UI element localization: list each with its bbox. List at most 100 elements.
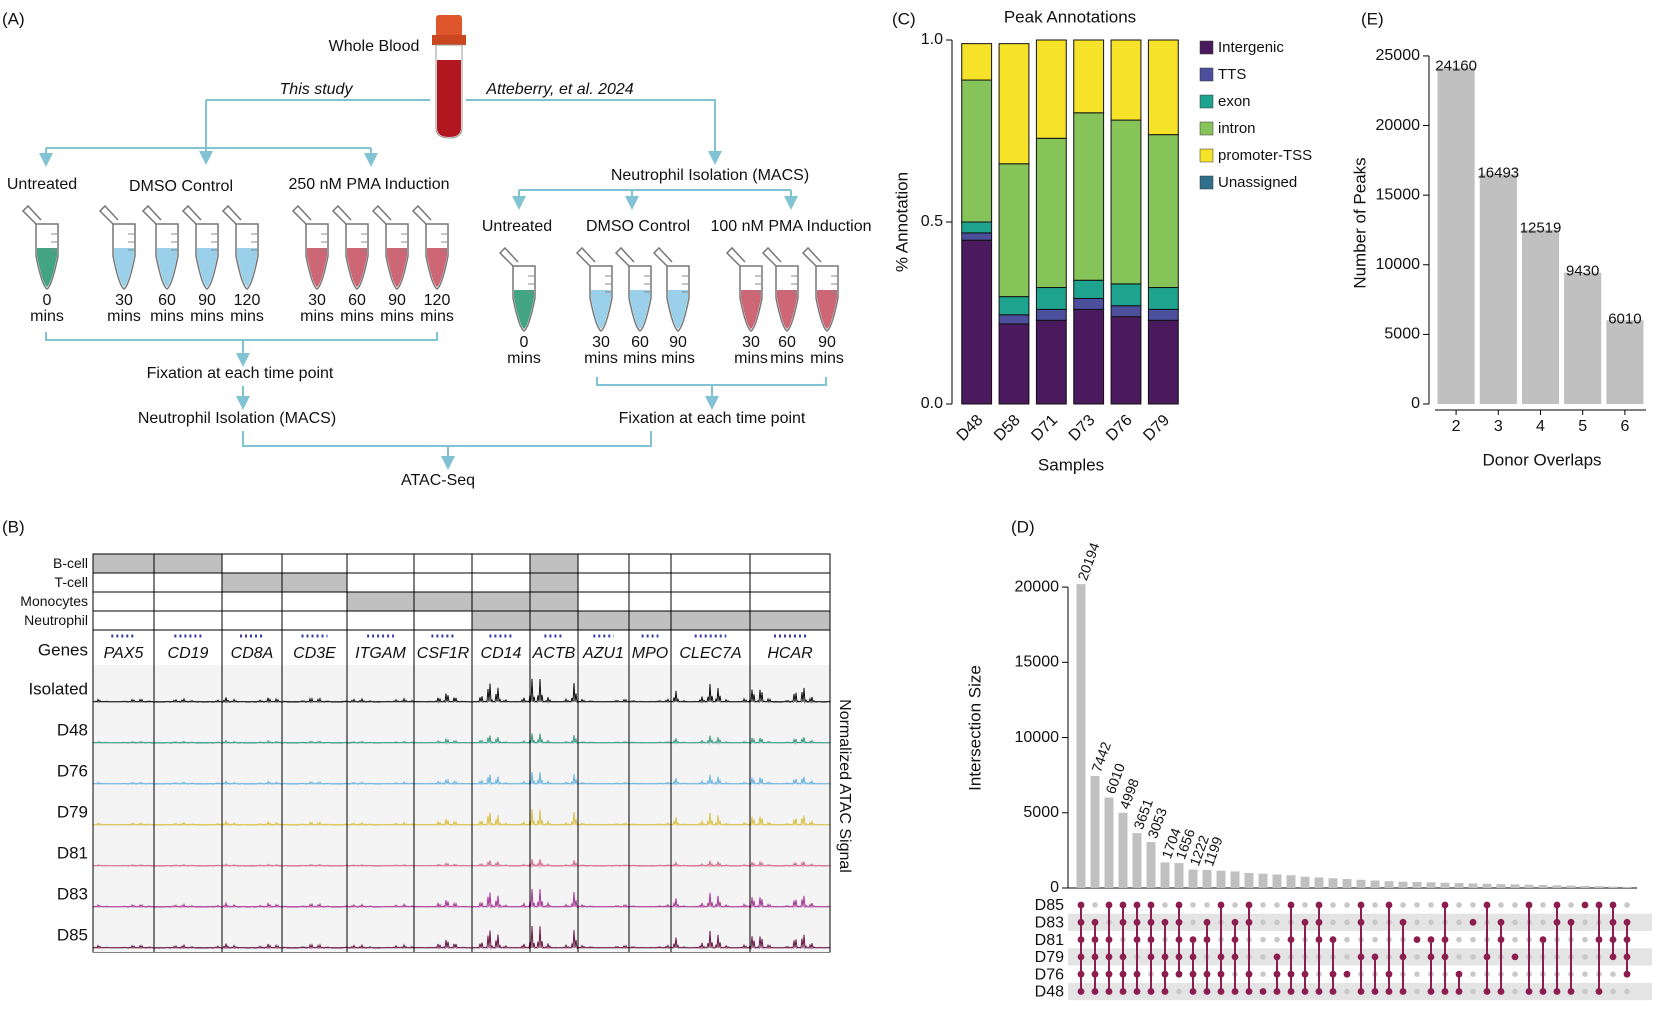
tube-lid — [652, 246, 673, 267]
x-tick-label: 5 — [1578, 418, 1587, 435]
empty-dot — [1092, 902, 1098, 908]
cell-marker — [153, 553, 223, 574]
panel-label: (E) — [1361, 9, 1384, 28]
bar-segment — [1035, 39, 1067, 139]
member-dot — [1357, 901, 1365, 909]
empty-dot — [1414, 971, 1420, 977]
empty-dot — [1274, 919, 1280, 926]
tube-lid — [575, 246, 596, 267]
legend-label: Intergenic — [1218, 39, 1284, 56]
bar-segment — [1073, 297, 1105, 310]
step-label: Neutrophil Isolation (MACS) — [611, 167, 809, 184]
bar — [1454, 883, 1464, 888]
empty-dot — [1470, 902, 1476, 908]
member-dot — [1315, 988, 1323, 995]
member-dot — [1077, 970, 1085, 978]
empty-dot — [1456, 936, 1462, 943]
tube-liquid — [630, 290, 650, 329]
bar-segment — [1073, 39, 1105, 114]
time-unit: mins — [734, 350, 768, 367]
cell-marker — [346, 572, 415, 593]
tube — [221, 204, 259, 290]
member-dot — [1441, 936, 1449, 943]
legend-swatch — [1199, 121, 1214, 136]
empty-dot — [1400, 902, 1406, 908]
member-dot — [1175, 953, 1183, 961]
member-dot — [1483, 901, 1491, 909]
y-tick-label: 0.0 — [921, 395, 943, 412]
gene-label: CD14 — [481, 645, 522, 662]
tube-lid — [725, 246, 746, 267]
member-dot — [1231, 936, 1239, 943]
member-dot — [1315, 918, 1323, 926]
bar — [1342, 878, 1352, 888]
legend-swatch — [1199, 175, 1214, 190]
time-unit: mins — [661, 350, 695, 367]
panel-label: (C) — [892, 9, 916, 28]
member-dot — [1147, 901, 1155, 909]
bar-segment — [1073, 308, 1105, 405]
member-dot — [1595, 936, 1603, 943]
member-dot — [1077, 988, 1085, 995]
empty-dot — [1470, 971, 1476, 977]
bar — [1370, 880, 1380, 888]
step-label: Fixation at each time point — [619, 410, 806, 427]
bar — [1564, 272, 1602, 404]
member-dot — [1623, 953, 1631, 961]
gene-label: PAX5 — [104, 645, 144, 662]
tube — [141, 204, 179, 290]
member-dot — [1147, 953, 1155, 961]
gene-label: ACTB — [532, 645, 576, 662]
tube — [371, 204, 409, 290]
bar — [1440, 882, 1450, 888]
cell-type-label: Neutrophil — [24, 612, 88, 628]
tube-liquid — [668, 290, 688, 329]
time-label: 90 — [388, 292, 406, 309]
bar — [1426, 882, 1436, 888]
time-label: 90 — [818, 334, 836, 351]
member-dot — [1525, 901, 1533, 909]
cell-marker — [221, 591, 283, 612]
member-dot — [1539, 936, 1547, 943]
bar-segment — [1035, 137, 1067, 289]
member-dot — [1497, 936, 1505, 943]
value-label: 6010 — [1608, 310, 1641, 327]
y-tick-label: 1.0 — [921, 31, 943, 48]
tube-lid — [141, 204, 162, 225]
time-unit: mins — [340, 308, 374, 325]
bar — [1286, 875, 1296, 888]
member-dot — [1161, 970, 1169, 978]
empty-dot — [1498, 902, 1504, 908]
tube-lid — [331, 204, 352, 225]
tube-lid — [221, 204, 242, 225]
bar-segment — [1035, 308, 1067, 321]
member-dot — [1189, 970, 1197, 978]
member-dot — [1371, 953, 1379, 961]
time-unit: mins — [150, 308, 184, 325]
empty-dot — [1456, 902, 1462, 908]
tube-liquid — [197, 248, 217, 287]
step-label: Fixation at each time point — [147, 365, 334, 382]
bar — [1524, 884, 1534, 888]
tube — [614, 246, 652, 332]
legend-label: exon — [1218, 93, 1251, 110]
tube-lid — [498, 246, 519, 267]
cell-type-label: B-cell — [53, 555, 88, 571]
bar — [1300, 876, 1310, 888]
tube-lid — [801, 246, 822, 267]
time-label: 0 — [520, 334, 529, 351]
member-dot — [1119, 953, 1127, 961]
panel-label: (A) — [2, 9, 25, 28]
cell-marker — [628, 572, 672, 593]
gene-label: ITGAM — [355, 645, 406, 662]
empty-dot — [1260, 919, 1266, 926]
empty-dot — [1414, 988, 1420, 995]
tube-lid — [411, 204, 432, 225]
member-dot — [1217, 970, 1225, 978]
value-label: 16493 — [1477, 164, 1519, 181]
member-dot — [1553, 901, 1561, 909]
time-unit: mins — [230, 308, 264, 325]
panel-label: (D) — [1011, 517, 1035, 536]
time-unit: mins — [507, 350, 541, 367]
bar — [1188, 869, 1198, 888]
